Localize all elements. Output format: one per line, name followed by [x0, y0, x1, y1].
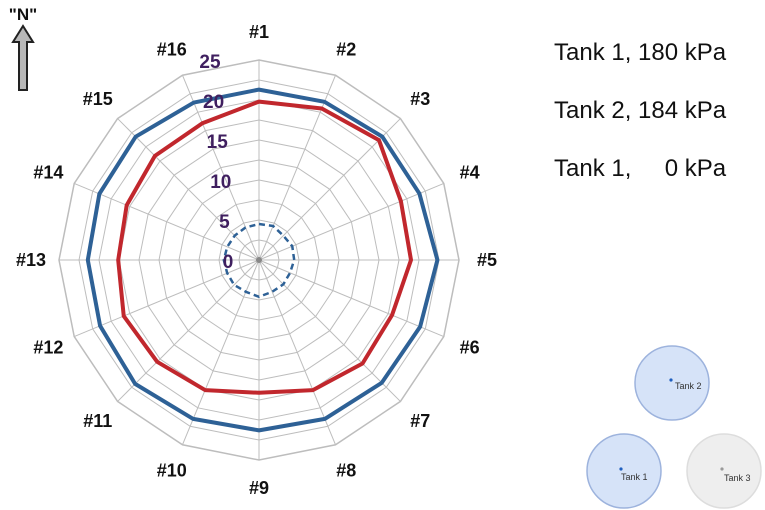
tick-label: 15	[207, 132, 229, 153]
series-line	[116, 99, 413, 395]
center-point	[256, 257, 262, 263]
spoke-label: #13	[16, 250, 46, 270]
grid-spoke	[117, 259, 260, 402]
tank-2: Tank 2	[634, 345, 710, 421]
grid-spoke	[258, 75, 336, 261]
spoke-label: #14	[33, 163, 63, 183]
grid-spoke	[258, 259, 336, 445]
grid-spoke	[258, 259, 444, 337]
spoke-label: #1	[249, 22, 269, 42]
tick-label: 10	[210, 172, 231, 193]
spoke-label: #15	[83, 89, 113, 109]
spoke-label: #8	[336, 461, 356, 481]
tick-label: 20	[203, 92, 224, 113]
tick-label: 0	[223, 252, 234, 273]
north-indicator: "N"	[8, 6, 38, 99]
spoke-label: #6	[460, 337, 480, 357]
legend-label: Tank 2, 184 kPa	[554, 97, 727, 124]
grid-spoke	[117, 118, 260, 261]
tick-label: 5	[219, 212, 230, 233]
grid-spoke	[182, 75, 260, 261]
series-line	[222, 222, 296, 299]
spoke-label: #7	[410, 411, 430, 431]
series-line	[85, 87, 440, 433]
spoke-label: #3	[410, 89, 430, 109]
spoke-label: #4	[460, 163, 480, 183]
legend-item: Tank 1, 180 kPa	[482, 24, 726, 82]
north-label: "N"	[8, 5, 38, 24]
grid-spoke	[258, 118, 401, 261]
north-arrow-icon	[11, 24, 35, 91]
grid-spoke	[74, 183, 260, 261]
spoke-label: #11	[83, 411, 112, 431]
tank-3: Tank 3	[686, 433, 762, 509]
tank-label: Tank 1	[621, 472, 648, 482]
spoke-label: #16	[157, 39, 187, 59]
legend: Tank 1, 180 kPa Tank 2, 184 kPa Tank 1, …	[482, 24, 726, 198]
legend-item: Tank 1, 0 kPa	[482, 140, 726, 198]
tank-label: Tank 3	[724, 473, 751, 483]
legend-item: Tank 2, 184 kPa	[482, 82, 726, 140]
spoke-label: #9	[249, 478, 269, 498]
spoke-label: #10	[157, 461, 187, 481]
spoke-label: #12	[33, 337, 63, 357]
tank-1: Tank 1	[586, 433, 662, 509]
tick-label: 25	[199, 52, 221, 73]
legend-label: Tank 1, 0 kPa	[554, 155, 727, 182]
spoke-label: #2	[336, 39, 356, 59]
tank-layout-map: Tank 2 Tank 1 Tank 3	[586, 345, 762, 509]
grid-spoke	[258, 183, 444, 261]
spoke-label: #5	[477, 250, 497, 270]
tank-label: Tank 2	[675, 381, 702, 391]
legend-label: Tank 1, 180 kPa	[554, 39, 727, 66]
